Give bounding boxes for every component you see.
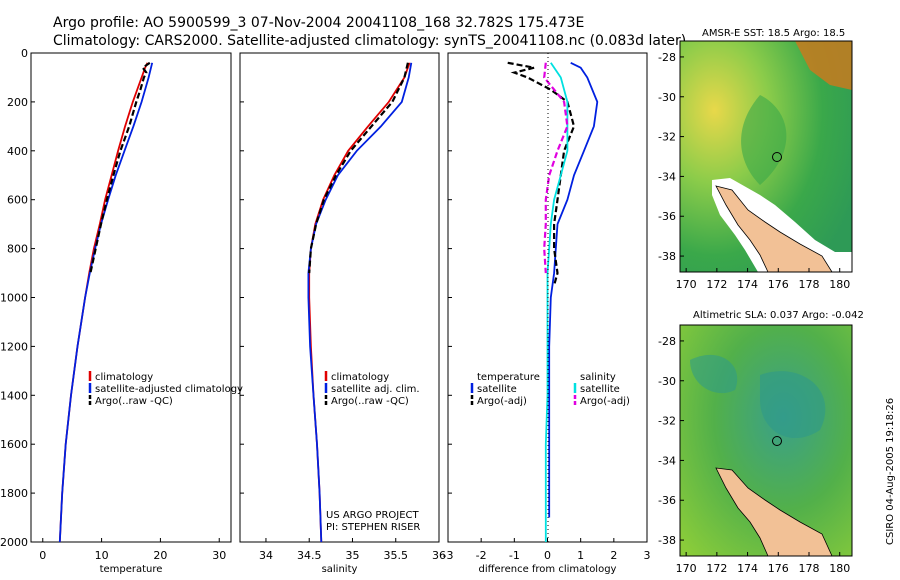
x-tick-label: 34.5: [297, 549, 322, 562]
x-tick-label: 0: [39, 549, 46, 562]
map-y-tick-label: -36: [658, 210, 676, 223]
series-line-1: [307, 62, 413, 543]
map-y-tick-label: -28: [658, 335, 676, 348]
salinity-panel: 34 34.5 35 35.5 36 salinity climatologysatelli…: [239, 52, 446, 575]
x-tick-label: 0: [544, 549, 551, 562]
x-tick-label: -2: [476, 549, 487, 562]
depth-tick-label: 2000: [0, 536, 28, 549]
x-tick-label: 30: [212, 549, 226, 562]
map-y-tick-label: -28: [658, 51, 676, 64]
sla-float-marker: [772, 436, 782, 446]
credit-project: US ARGO PROJECT: [326, 510, 420, 521]
x-axis-label: temperature: [100, 564, 163, 575]
legend-label: Argo(-adj): [477, 396, 527, 407]
sst-land: [715, 185, 833, 273]
x-tick-label: 35: [345, 549, 359, 562]
x-tick-label: 35.5: [383, 549, 408, 562]
depth-axis: 0 200 400 600 800 1000 1200 1400 1600 1800 2000: [0, 47, 452, 549]
x-tick-label: -1: [509, 549, 520, 562]
series-line-1: [58, 62, 154, 543]
depth-tick-label: 1600: [0, 438, 28, 451]
depth-tick-label: 0: [21, 47, 28, 60]
map-x-tick-label: 178: [799, 278, 820, 291]
map-x-tick-label: 170: [676, 562, 697, 575]
x-axis-label: difference from climatology: [479, 564, 617, 575]
x-tick-label: 1: [577, 549, 584, 562]
map-y-tick-label: -30: [658, 375, 676, 388]
x-tick-label: 10: [95, 549, 109, 562]
depth-tick-label: 200: [7, 96, 28, 109]
sla-map-title: Altimetric SLA: 0.037 Argo: -0.042: [693, 310, 864, 321]
series-line-2: [89, 61, 151, 274]
legend-label: climatology: [95, 372, 153, 383]
legend-label: temperature: [477, 372, 540, 383]
sla-low-patch: [760, 371, 826, 439]
map-y-tick-label: -32: [658, 415, 676, 428]
figure-title-line2: Climatology: CARS2000. Satellite-adjuste…: [53, 33, 686, 49]
credit-pi: PI: STEPHEN RISER: [326, 522, 420, 533]
map-x-tick-label: 180: [829, 278, 850, 291]
legend-label: Argo(-adj): [580, 396, 630, 407]
temperature-panel: 0 10 20 30 temperature climatologysatellite-a…: [30, 52, 243, 575]
legend-label: satellite: [580, 384, 620, 395]
map-x-tick-label: 180: [829, 562, 850, 575]
map-y-tick-label: -32: [658, 131, 676, 144]
depth-tick-label: 800: [7, 243, 28, 256]
depth-tick-label: 1800: [0, 487, 28, 500]
map-x-tick-label: 172: [706, 562, 727, 575]
series-line-2: [544, 62, 569, 542]
difference-panel: -3 -2 -1 0 1 2 3 difference from climatology tem…: [443, 52, 651, 575]
x-tick-label: 36: [432, 549, 446, 562]
map-y-tick-label: -30: [658, 91, 676, 104]
map-x-tick-label: 178: [799, 562, 820, 575]
depth-tick-label: 1000: [0, 292, 28, 305]
map-x-tick-label: 170: [676, 278, 697, 291]
x-tick-label: -3: [443, 549, 454, 562]
map-x-tick-label: 174: [737, 562, 758, 575]
map-x-tick-label: 176: [768, 278, 789, 291]
series-line-2: [308, 62, 409, 274]
figure-title-line1: Argo profile: AO 5900599_3 07-Nov-2004 2…: [53, 15, 584, 31]
depth-tick-label: 400: [7, 145, 28, 158]
depth-tick-label: 1200: [0, 340, 28, 353]
legend-label: satellite adj. clim.: [331, 384, 420, 395]
legend-label: Argo(..raw -QC): [331, 396, 409, 407]
sst-cool-patch: [741, 95, 787, 185]
depth-tick-label: 1400: [0, 389, 28, 402]
map-y-tick-label: -34: [658, 454, 676, 467]
map-y-tick-label: -38: [658, 534, 676, 547]
x-tick-label: 20: [153, 549, 167, 562]
map-x-tick-label: 174: [737, 278, 758, 291]
x-tick-label: 3: [644, 549, 651, 562]
sst-map-title: AMSR-E SST: 18.5 Argo: 18.5: [702, 28, 845, 39]
sst-coast-mask: [712, 178, 852, 272]
sla-low-patch-2: [690, 354, 738, 394]
series-line-0: [58, 62, 149, 543]
series-line-0: [308, 62, 411, 543]
series-line-0: [548, 61, 599, 518]
sidebar-stamp: CSIRO 04-Aug-2005 19:18:26: [885, 398, 896, 545]
sst-map: AMSR-E SST: 18.5 Argo: 18.5 170 172 174 176…: [658, 28, 853, 291]
series-line-1: [507, 61, 576, 286]
sst-warm-patch: [795, 41, 852, 90]
depth-tick-label: 600: [7, 194, 28, 207]
legend-label: climatology: [331, 372, 389, 383]
legend-label: satellite: [477, 384, 517, 395]
map-y-tick-label: -38: [658, 250, 676, 263]
sla-land: [715, 467, 833, 557]
legend-label: satellite-adjusted climatology: [95, 384, 243, 395]
x-axis-label: salinity: [322, 564, 358, 575]
map-x-tick-label: 176: [768, 562, 789, 575]
series-line-3: [543, 62, 569, 274]
map-y-tick-label: -36: [658, 494, 676, 507]
x-tick-label: 2: [610, 549, 617, 562]
sla-map: Altimetric SLA: 0.037 Argo: -0.042 170 17…: [658, 310, 864, 575]
sst-float-marker: [772, 152, 782, 162]
map-x-tick-label: 172: [706, 278, 727, 291]
legend-label: Argo(..raw -QC): [95, 396, 173, 407]
x-tick-label: 34: [259, 549, 273, 562]
legend-label: salinity: [580, 372, 616, 383]
map-y-tick-label: -34: [658, 170, 676, 183]
